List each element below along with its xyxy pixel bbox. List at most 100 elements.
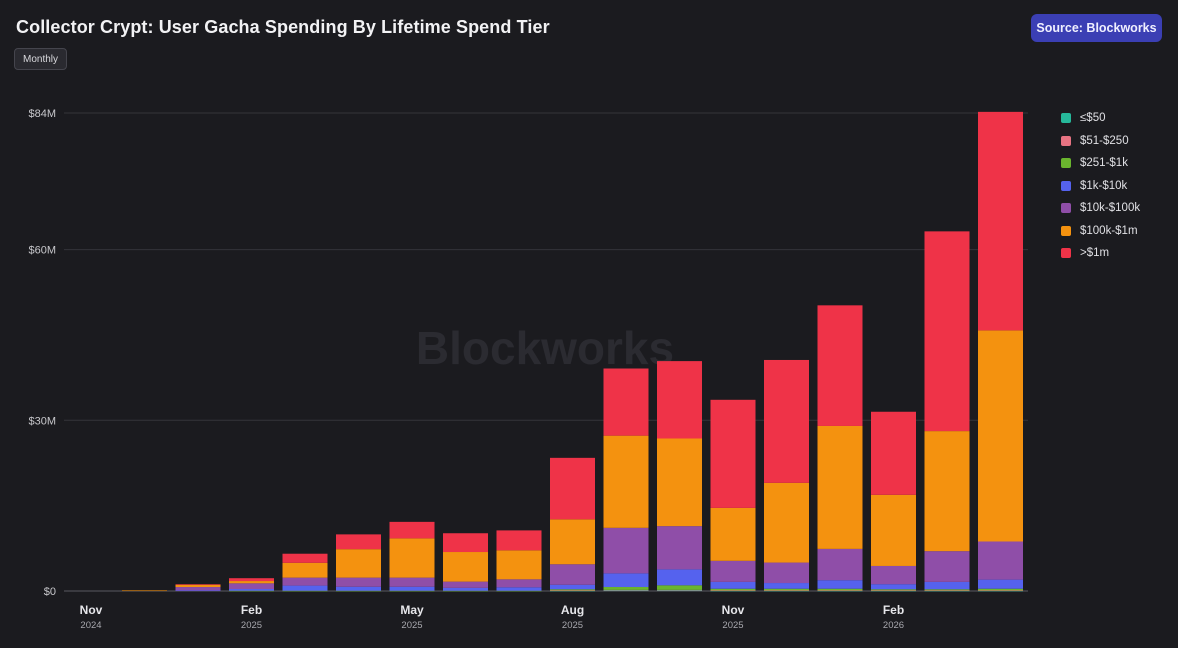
x-tick-month: Feb (883, 603, 904, 617)
bar-segment (389, 577, 435, 587)
legend-label: $10k-$100k (1080, 202, 1141, 215)
x-tick-month: May (400, 603, 424, 617)
source-button[interactable]: Source: Blockworks (1031, 14, 1162, 42)
bar-segment (336, 590, 381, 592)
bar-segment (229, 589, 274, 591)
bar-segment (496, 587, 542, 591)
bar-segment (603, 368, 649, 436)
legend-swatch (1061, 248, 1071, 259)
legend-item[interactable]: $51-$250 (1061, 130, 1140, 153)
bar-segment (550, 457, 595, 520)
bar-segment (550, 590, 595, 592)
legend-item[interactable]: $1k-$10k (1061, 175, 1140, 198)
bars (122, 111, 1023, 592)
bar-segment (175, 584, 221, 585)
bar-segment (282, 577, 328, 586)
y-tick-label: $60M (28, 245, 56, 257)
bar-segment (603, 527, 649, 574)
bar-segment (389, 586, 435, 591)
x-tick-month: Nov (80, 603, 103, 617)
bar-segment (764, 359, 809, 483)
bar-segment (871, 584, 916, 590)
bar-segment (924, 431, 970, 552)
legend-label: >$1m (1080, 247, 1110, 260)
y-tick-label: $30M (28, 415, 56, 427)
bar-segment (924, 581, 970, 590)
bar-segment (443, 590, 488, 592)
y-axis: $0 $30M $60M $84M (28, 108, 56, 598)
legend-swatch (1061, 113, 1071, 124)
page-title: Collector Crypt: User Gacha Spending By … (16, 17, 550, 37)
period-selector[interactable]: Monthly (14, 48, 68, 70)
bar-segment (924, 551, 970, 582)
bar-segment (443, 552, 488, 582)
legend-swatch (1061, 203, 1071, 214)
bar-segment (389, 590, 435, 592)
bar-segment (550, 564, 595, 585)
bar-segment (282, 590, 328, 592)
legend-item[interactable]: $100k-$1m (1061, 220, 1140, 243)
legend-item[interactable]: $10k-$100k (1061, 197, 1140, 220)
bar-segment (603, 590, 649, 592)
bar-segment (924, 231, 970, 432)
bar-segment (657, 569, 702, 586)
bar-segment (978, 579, 1023, 589)
bar-segment (710, 590, 756, 592)
bar-segment (282, 553, 328, 563)
bar-segment (764, 482, 809, 563)
legend-swatch (1061, 225, 1071, 236)
y-tick-label: $0 (44, 586, 56, 598)
legend-swatch (1061, 180, 1071, 191)
x-tick-year: 2024 (80, 620, 101, 631)
bar-segment (229, 578, 274, 582)
bar-segment (603, 587, 649, 590)
bar-segment (817, 425, 863, 549)
bar-segment (764, 590, 809, 592)
legend-item[interactable]: >$1m (1061, 242, 1140, 265)
bar-segment (175, 590, 221, 592)
bar-segment (550, 584, 595, 590)
bar-segment (229, 590, 274, 592)
legend-label: $100k-$1m (1080, 224, 1138, 237)
bar-segment (550, 519, 595, 565)
bar-segment (978, 588, 1023, 591)
bar-segment (657, 585, 702, 590)
bar-segment (710, 507, 756, 561)
bar-segment (603, 589, 649, 591)
bar-segment (871, 589, 916, 591)
bar-segment (710, 581, 756, 589)
bar-segment (229, 581, 274, 584)
bar-segment (764, 562, 809, 584)
x-tick-year: 2025 (401, 620, 422, 631)
bar-segment (657, 361, 702, 439)
x-tick-year: 2025 (722, 620, 743, 631)
bar-segment (978, 590, 1023, 592)
bar-segment (282, 562, 328, 578)
x-tick-month: Nov (722, 603, 745, 617)
bar-segment (871, 411, 916, 495)
bar-segment (175, 584, 221, 588)
bar-segment (764, 583, 809, 589)
legend-label: $51-$250 (1080, 134, 1129, 147)
bar-segment (978, 541, 1023, 580)
bar-segment (871, 494, 916, 566)
bar-segment (871, 590, 916, 592)
bar-segment (496, 530, 542, 551)
bar-segment (603, 435, 649, 528)
bar-segment (336, 549, 381, 578)
bar-segment (764, 588, 809, 591)
legend-item[interactable]: ≤$50 (1061, 107, 1140, 130)
bar-segment (871, 565, 916, 585)
bar-segment (657, 590, 702, 592)
legend-label: $1k-$10k (1080, 179, 1128, 192)
bar-segment (817, 548, 863, 581)
bar-segment (657, 438, 702, 527)
bar-segment (336, 577, 381, 587)
bar-segment (657, 526, 702, 570)
bar-segment (336, 534, 381, 550)
x-axis: Nov 2024 Feb 2025 May 2025 Aug 2025 Nov 2025 Feb 20… (80, 603, 905, 631)
legend-swatch (1061, 135, 1071, 146)
bar-segment (496, 550, 542, 580)
legend-item[interactable]: $251-$1k (1061, 152, 1140, 175)
